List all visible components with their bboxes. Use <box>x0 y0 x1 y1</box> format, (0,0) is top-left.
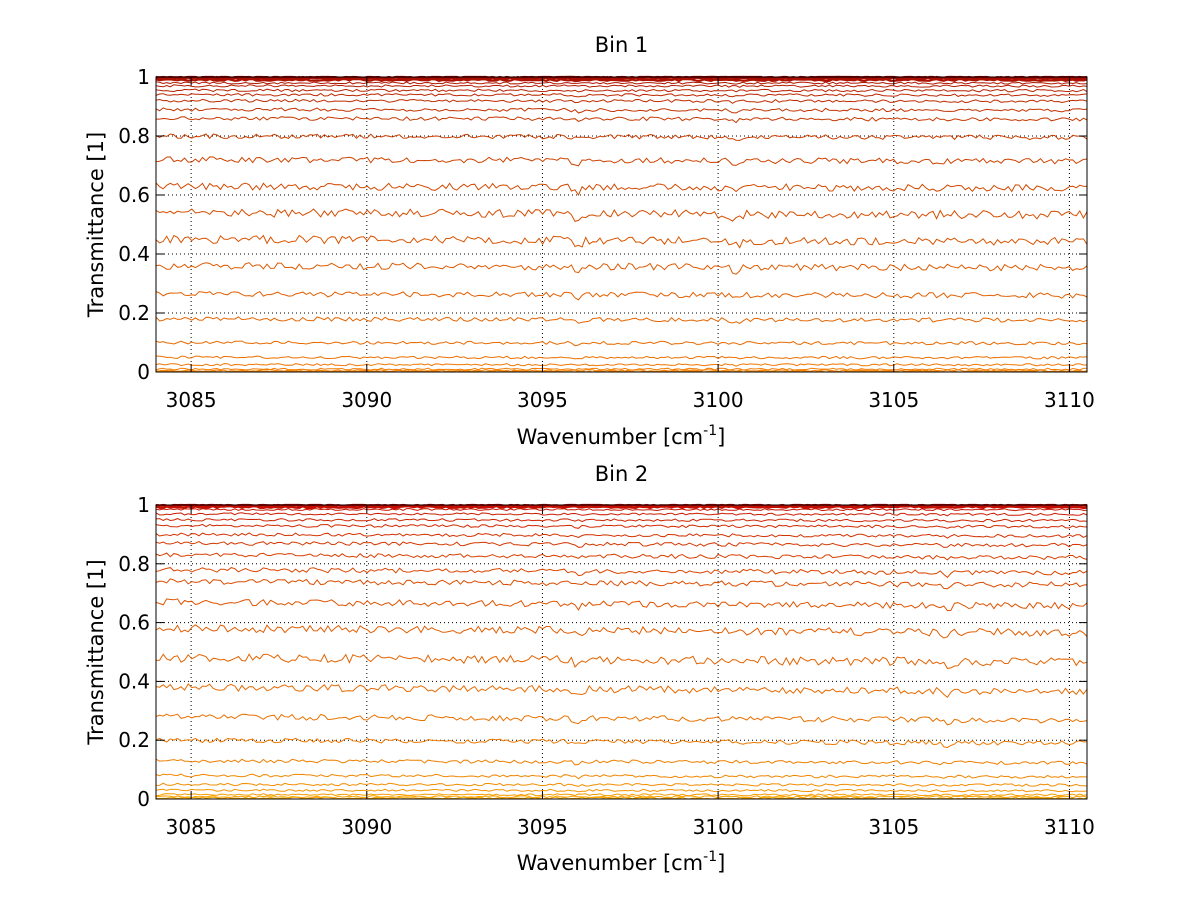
axes-frame-bin-2 <box>155 504 1088 800</box>
series-line-21 <box>155 363 1087 367</box>
series-line-7 <box>155 92 1088 98</box>
series-line-15 <box>155 234 1088 249</box>
x-tick-label-5: 3110 <box>1044 388 1095 412</box>
plot-area-bin-1 <box>156 77 1087 372</box>
series-line-21 <box>155 788 1088 793</box>
x-tick-label-1: 3090 <box>341 815 392 839</box>
series-line-7 <box>155 532 1088 539</box>
y-tick-label-1: 0.2 <box>118 728 150 752</box>
series-line-3 <box>155 77 1088 83</box>
series-line-18 <box>155 316 1088 324</box>
x-tick-label-3: 3100 <box>693 815 744 839</box>
series-line-13 <box>155 182 1088 197</box>
series-line-2 <box>155 76 1088 81</box>
series-line-14 <box>155 208 1088 222</box>
chart-bin-1: 3085 3090 3095 3100 3105 3110 0 0.2 0.4 0.6 0.8 1 B… <box>84 33 1095 449</box>
y-tick-label-5: 1 <box>137 65 150 89</box>
series-line-23 <box>155 369 1088 373</box>
series-line-3 <box>155 507 1088 512</box>
series-line-4 <box>155 512 1088 517</box>
chart-title-bin-2: Bin 2 <box>595 462 649 486</box>
x-tick-label-4: 3105 <box>868 815 919 839</box>
y-tick-label-0: 0 <box>137 787 150 811</box>
series-line-9 <box>155 107 1088 114</box>
series-group-bin-1 <box>155 75 1088 373</box>
x-tick-label-1: 3090 <box>341 388 392 412</box>
series-line-6 <box>155 523 1088 529</box>
series-line-15 <box>155 683 1088 699</box>
x-tick-label-2: 3095 <box>517 388 568 412</box>
series-line-9 <box>155 552 1088 561</box>
x-axis-label-bin-1: Wavenumber [cm-1] <box>517 423 726 449</box>
series-line-8 <box>155 98 1088 104</box>
plot-area-bin-2 <box>156 505 1087 799</box>
chart-title-bin-1: Bin 1 <box>595 33 649 57</box>
ticks-bin-2: 3085 3090 3095 3100 3105 3110 0 0.2 0.4 0.6 0.8 1 <box>118 493 1095 839</box>
series-line-5 <box>155 84 1088 88</box>
axes-frame-bin-1 <box>155 76 1088 373</box>
y-tick-label-3: 0.6 <box>118 611 150 635</box>
series-line-12 <box>155 598 1088 612</box>
series-line-11 <box>155 578 1088 590</box>
series-line-16 <box>155 713 1088 726</box>
series-line-16 <box>155 262 1088 275</box>
series-line-18 <box>155 758 1088 766</box>
y-tick-label-2: 0.4 <box>118 669 150 693</box>
series-line-8 <box>155 541 1088 548</box>
y-axis-label-bin-1: Transmittance [1] <box>84 132 108 318</box>
series-line-23 <box>155 795 1088 799</box>
series-line-20 <box>155 782 1088 787</box>
series-line-19 <box>155 773 1087 780</box>
series-line-14 <box>155 653 1088 669</box>
x-tick-label-0: 3085 <box>166 388 217 412</box>
series-line-12 <box>155 156 1088 167</box>
series-line-20 <box>155 355 1088 360</box>
series-line-10 <box>156 116 1088 124</box>
series-line-22 <box>155 793 1088 797</box>
series-line-6 <box>155 88 1088 93</box>
x-tick-label-3: 3100 <box>693 388 744 412</box>
x-tick-label-0: 3085 <box>166 815 217 839</box>
series-line-5 <box>155 518 1088 523</box>
y-tick-label-3: 0.6 <box>118 183 150 207</box>
ticks-bin-1: 3085 3090 3095 3100 3105 3110 0 0.2 0.4 0.6 0.8 1 <box>118 65 1095 412</box>
series-line-2 <box>155 504 1088 510</box>
series-line-17 <box>155 737 1088 749</box>
series-line-10 <box>155 567 1088 579</box>
y-tick-label-0: 0 <box>137 360 150 384</box>
series-line-17 <box>155 290 1088 301</box>
y-tick-label-1: 0.2 <box>118 301 150 325</box>
x-tick-label-2: 3095 <box>517 815 568 839</box>
x-tick-label-4: 3105 <box>868 388 919 412</box>
series-line-13 <box>155 624 1088 639</box>
y-axis-label-bin-2: Transmittance [1] <box>84 559 108 745</box>
series-line-4 <box>155 81 1088 85</box>
y-tick-label-4: 0.8 <box>118 552 150 576</box>
series-line-19 <box>155 340 1088 347</box>
chart-bin-2: 3085 3090 3095 3100 3105 3110 0 0.2 0.4 0.6 0.8 1 B… <box>84 462 1095 875</box>
y-tick-label-5: 1 <box>137 493 150 517</box>
x-tick-label-5: 3110 <box>1044 815 1095 839</box>
x-axis-label-bin-2: Wavenumber [cm-1] <box>517 849 726 875</box>
series-line-11 <box>155 133 1088 141</box>
y-tick-label-4: 0.8 <box>118 124 150 148</box>
y-tick-label-2: 0.4 <box>118 242 150 266</box>
